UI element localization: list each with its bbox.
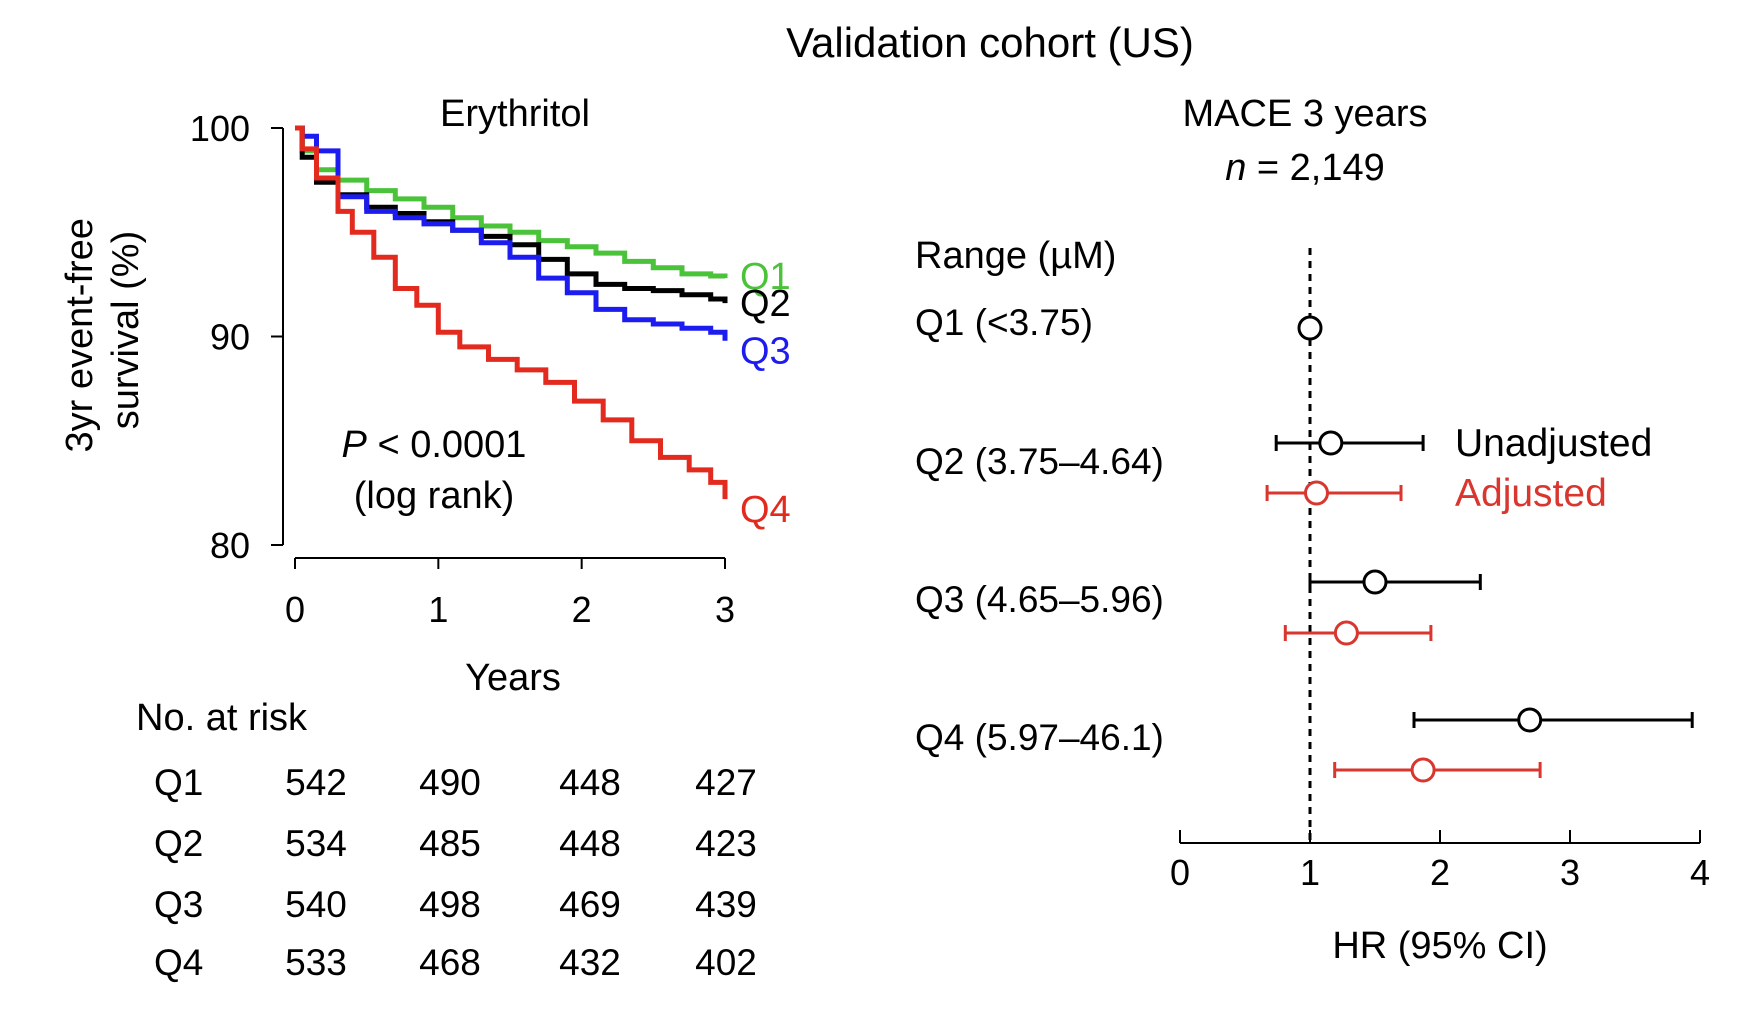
forest-n-value: = 2,149 [1246, 147, 1384, 189]
forest-adjusted-4 [1333, 757, 1542, 783]
km-curves [295, 125, 728, 500]
risk-cell: 469 [559, 884, 621, 925]
legend-adjusted: Adjusted [1455, 472, 1607, 515]
forest-adjusted-2 [1265, 480, 1403, 506]
forest-unadjusted-3-point [1362, 569, 1388, 595]
forest-row-label: Q3 (4.65–5.96) [915, 579, 1164, 620]
forest-unadjusted-4 [1412, 707, 1694, 733]
km-curve-q4 [295, 125, 728, 500]
km-label-q1: Q1 [740, 256, 791, 298]
forest-axes: 0 1 2 3 4 [1170, 248, 1710, 893]
forest-x-tick-label: 2 [1430, 852, 1450, 893]
forest-x-tick-label: 3 [1560, 852, 1580, 893]
risk-cell: 439 [695, 884, 757, 925]
forest-title: MACE 3 years [1183, 93, 1428, 135]
forest-unadjusted-4-point [1517, 707, 1543, 733]
km-ylabel: 3yr event-free survival (%) [59, 207, 147, 452]
forest-unadjusted-2-point [1318, 430, 1344, 456]
risk-cell: 542 [285, 762, 347, 803]
risk-table-title: No. at risk [136, 697, 308, 739]
km-pvalue: P < 0.0001 [342, 424, 527, 466]
risk-table: Q1 542 490 448 427 Q2 534 485 448 423 Q3 540 498 469 4… [154, 762, 757, 983]
figure-title: Validation cohort (US) [786, 19, 1194, 66]
km-y-tick-label: 80 [210, 525, 250, 566]
forest-x-tick-label: 4 [1690, 852, 1710, 893]
km-label-q4: Q4 [740, 489, 791, 531]
forest-adjusted-2-point [1304, 480, 1329, 506]
risk-cell: 448 [559, 762, 621, 803]
km-ylabel-line2: survival (%) [105, 231, 147, 429]
risk-row-label: Q3 [154, 884, 203, 925]
forest-row-labels: Q1 (<3.75) Q2 (3.75–4.64) Q3 (4.65–5.96) Q4… [915, 302, 1164, 758]
forest-row-label: Q1 (<3.75) [915, 302, 1093, 343]
risk-cell: 427 [695, 762, 757, 803]
forest-legend: Unadjusted Adjusted [1455, 422, 1652, 515]
forest-adjusted-3-point [1333, 620, 1359, 646]
risk-cell: 448 [559, 823, 621, 864]
forest-n-label: n [1225, 147, 1246, 189]
km-title: Erythritol [440, 93, 590, 135]
forest-panel: MACE 3 years n = 2,149 Range (µM) Q1 (<3… [915, 93, 1710, 967]
km-pvalue-test: (log rank) [354, 475, 515, 517]
km-ylabel-line1: 3yr event-free [59, 218, 101, 452]
risk-cell: 402 [695, 942, 757, 983]
km-axes: 80 90 100 0 1 2 3 [190, 108, 735, 630]
forest-unadjusted-1-point [1297, 315, 1323, 341]
risk-row-label: Q1 [154, 762, 203, 803]
risk-cell: 423 [695, 823, 757, 864]
legend-unadjusted: Unadjusted [1455, 422, 1652, 465]
forest-row-label: Q4 (5.97–46.1) [915, 717, 1164, 758]
km-curve-q2 [295, 125, 728, 304]
risk-row-label: Q2 [154, 823, 203, 864]
km-label-q2: Q2 [740, 283, 791, 325]
km-x-tick-label: 3 [715, 589, 735, 630]
forest-adjusted-4-point [1410, 757, 1436, 783]
forest-xlabel: HR (95% CI) [1332, 925, 1547, 967]
km-x-tick-label: 1 [428, 589, 448, 630]
risk-cell: 485 [419, 823, 481, 864]
km-y-tick-label: 100 [190, 108, 250, 149]
km-x-tick-label: 2 [572, 589, 592, 630]
risk-cell: 468 [419, 942, 481, 983]
km-xlabel: Years [465, 657, 561, 699]
km-label-q3: Q3 [740, 331, 791, 373]
km-panel: Erythritol 3yr event-free survival (%) 8… [59, 93, 791, 983]
km-pvalue-text: < 0.0001 [367, 424, 527, 466]
km-x-tick-label: 0 [285, 589, 305, 630]
risk-cell: 534 [285, 823, 347, 864]
km-pvalue-label: P [342, 424, 368, 466]
risk-cell: 540 [285, 884, 347, 925]
forest-marks [1265, 315, 1694, 783]
forest-x-tick-label: 0 [1170, 852, 1190, 893]
forest-x-tick-label: 1 [1300, 852, 1320, 893]
risk-cell: 498 [419, 884, 481, 925]
forest-unadjusted-2 [1274, 430, 1425, 456]
km-y-tick-label: 90 [210, 317, 250, 358]
forest-unadjusted-1 [1297, 315, 1323, 341]
forest-row-label: Q2 (3.75–4.64) [915, 441, 1164, 482]
risk-row-label: Q4 [154, 942, 203, 983]
forest-adjusted-3 [1283, 620, 1433, 646]
forest-range-header: Range (µM) [915, 235, 1116, 277]
risk-cell: 432 [559, 942, 621, 983]
risk-cell: 490 [419, 762, 481, 803]
risk-cell: 533 [285, 942, 347, 983]
forest-n: n = 2,149 [1225, 147, 1385, 189]
forest-unadjusted-3 [1308, 569, 1482, 595]
